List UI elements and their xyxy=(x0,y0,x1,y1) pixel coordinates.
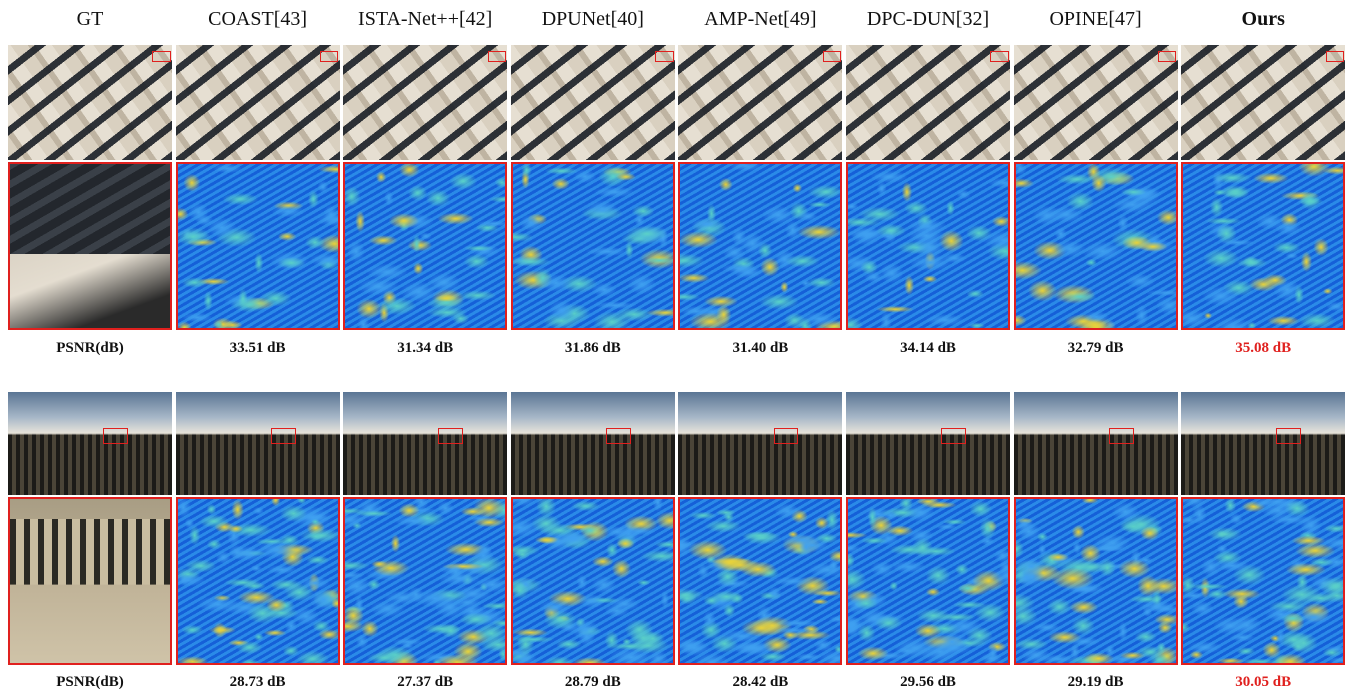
psnr-value: 34.14 dB xyxy=(846,340,1010,357)
psnr-value: 31.34 dB xyxy=(343,340,507,357)
psnr-value: 29.19 dB xyxy=(1014,674,1178,691)
error-map xyxy=(343,497,507,665)
image xyxy=(343,392,507,495)
zoom-box xyxy=(606,428,631,444)
image xyxy=(511,45,675,160)
error-map xyxy=(343,162,507,330)
psnr-value: 31.40 dB xyxy=(678,340,842,357)
error-map xyxy=(678,162,842,330)
column-header: DPC-DUN[32] xyxy=(846,8,1010,31)
zoom-box xyxy=(1326,51,1344,62)
column-header: DPUNet[40] xyxy=(511,8,675,31)
zoom-box xyxy=(990,51,1008,62)
psnr-value: 27.37 dB xyxy=(343,674,507,691)
error-map xyxy=(1014,162,1178,330)
column-header: ISTA-Net++[42] xyxy=(343,8,507,31)
error-map xyxy=(176,162,340,330)
image xyxy=(176,45,340,160)
psnr-value: 31.86 dB xyxy=(511,340,675,357)
image xyxy=(1181,392,1345,495)
image xyxy=(8,392,172,495)
error-map xyxy=(1181,497,1345,665)
image xyxy=(176,392,340,495)
image xyxy=(511,392,675,495)
column-header: OPINE[47] xyxy=(1014,8,1178,31)
image xyxy=(678,45,842,160)
column-header: COAST[43] xyxy=(176,8,340,31)
zoom-box xyxy=(320,51,338,62)
zoom-box xyxy=(1276,428,1301,444)
psnr-value: 28.73 dB xyxy=(176,674,340,691)
image xyxy=(846,45,1010,160)
zoom-box xyxy=(103,428,128,444)
psnr-value: 28.42 dB xyxy=(678,674,842,691)
zoom-box xyxy=(1109,428,1134,444)
error-map xyxy=(176,497,340,665)
psnr-value: 29.56 dB xyxy=(846,674,1010,691)
error-map xyxy=(511,497,675,665)
zoom-box xyxy=(488,51,506,62)
error-map xyxy=(846,497,1010,665)
psnr-value: 32.79 dB xyxy=(1014,340,1178,357)
column-header: Ours xyxy=(1181,8,1345,31)
error-map xyxy=(678,497,842,665)
error-map xyxy=(1181,162,1345,330)
zoom-box xyxy=(1158,51,1176,62)
psnr-value: 30.05 dB xyxy=(1181,674,1345,691)
row-label: PSNR(dB) xyxy=(8,674,172,691)
image xyxy=(846,392,1010,495)
zoom-box xyxy=(438,428,463,444)
image xyxy=(678,392,842,495)
zoom-box xyxy=(774,428,799,444)
zoom-box xyxy=(823,51,841,62)
image xyxy=(1014,45,1178,160)
zoom-image xyxy=(8,162,172,330)
column-header: AMP-Net[49] xyxy=(678,8,842,31)
error-map xyxy=(1014,497,1178,665)
error-map xyxy=(846,162,1010,330)
zoom-box xyxy=(152,51,170,62)
image xyxy=(1014,392,1178,495)
error-map xyxy=(511,162,675,330)
zoom-box xyxy=(655,51,673,62)
zoom-image xyxy=(8,497,172,665)
psnr-value: 28.79 dB xyxy=(511,674,675,691)
psnr-value: 33.51 dB xyxy=(176,340,340,357)
zoom-box xyxy=(941,428,966,444)
figure: GTCOAST[43]ISTA-Net++[42]DPUNet[40]AMP-N… xyxy=(0,0,1348,692)
image xyxy=(343,45,507,160)
image xyxy=(1181,45,1345,160)
zoom-box xyxy=(271,428,296,444)
row-label: PSNR(dB) xyxy=(8,340,172,357)
image xyxy=(8,45,172,160)
psnr-value: 35.08 dB xyxy=(1181,340,1345,357)
column-header: GT xyxy=(8,8,172,31)
